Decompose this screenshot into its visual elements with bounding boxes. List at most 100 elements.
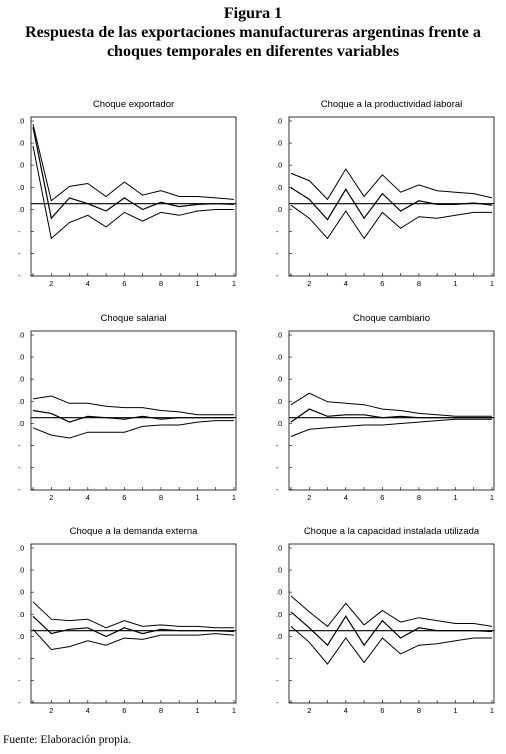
x-tick-label: 2 <box>307 493 311 502</box>
y-tick-label: .0 <box>18 419 24 428</box>
y-tick-label: .0 <box>276 419 282 428</box>
chart-title: Choque a la productividad laboral <box>321 99 463 110</box>
x-tick-label: 6 <box>122 706 126 715</box>
lower-band-line <box>290 418 492 437</box>
y-tick-label: - <box>18 654 21 663</box>
x-tick-label: 4 <box>86 493 90 502</box>
x-tick-label: 4 <box>86 706 90 715</box>
chart-frame <box>288 116 495 277</box>
lower-band-line <box>32 145 234 240</box>
y-tick-label: .0 <box>276 117 282 126</box>
y-tick-label: .0 <box>18 610 24 619</box>
chart-panel-3: Choque salarial .0 .0 .0 .0 .0 - - - 2 4 6 8 1 1 <box>18 313 237 502</box>
figure-label: Figura 1 <box>223 5 283 22</box>
x-tick-label: 4 <box>86 279 90 288</box>
x-tick-label: 2 <box>49 493 53 502</box>
y-tick-label: .0 <box>18 161 24 170</box>
y-tick-label: - <box>18 485 21 494</box>
upper-band-line <box>290 595 493 628</box>
chart-title: Choque salarial <box>100 313 166 324</box>
x-tick-label: 1 <box>195 279 199 288</box>
y-tick-label: - <box>18 676 21 685</box>
y-tick-label: .0 <box>276 632 282 641</box>
y-tick-label: - <box>18 227 21 236</box>
y-tick-label: .0 <box>18 205 24 214</box>
y-tick-label: - <box>276 485 279 494</box>
lower-band-line <box>290 204 492 240</box>
y-tick-label: .0 <box>276 544 282 553</box>
y-tick-label: .0 <box>18 331 24 340</box>
figure-title-line2: choques temporales en diferentes variabl… <box>106 43 400 60</box>
chart-panel-2: Choque a la productividad laboral .0 .0 .0.… <box>276 99 495 288</box>
x-tick-label: 1 <box>453 279 457 288</box>
y-tick-label: .0 <box>276 375 282 384</box>
y-tick-label: .0 <box>276 331 282 340</box>
figure-source: Fuente: Elaboración propia. <box>3 734 132 746</box>
x-tick-label: 4 <box>344 279 348 288</box>
y-tick-label: - <box>18 463 21 472</box>
y-tick-label: .0 <box>276 139 282 148</box>
x-tick-label: 4 <box>344 706 348 715</box>
y-tick-label: - <box>276 441 279 450</box>
y-tick-label: - <box>276 676 279 685</box>
y-tick-label: .0 <box>18 353 24 362</box>
x-tick-label: 6 <box>122 493 126 502</box>
x-tick-label: 1 <box>453 493 457 502</box>
x-tick-label: 1 <box>490 493 494 502</box>
x-tick-label: 6 <box>122 279 126 288</box>
y-tick-label: - <box>276 249 279 258</box>
chart-panel-6: Choque a la capacidad instalada utilizad… <box>276 526 495 715</box>
response-line <box>32 409 234 423</box>
x-tick-label: 1 <box>195 493 199 502</box>
x-tick-label: 1 <box>453 706 457 715</box>
chart-title: Choque exportador <box>93 99 174 110</box>
y-tick-label: - <box>276 227 279 236</box>
figure-header: Figura 1 Respuesta de las exportaciones … <box>0 4 506 61</box>
x-tick-label: 2 <box>307 279 311 288</box>
y-tick-label: .0 <box>18 566 24 575</box>
y-tick-label: - <box>18 271 21 280</box>
x-tick-label: 1 <box>232 706 236 715</box>
response-line <box>32 615 235 638</box>
lower-band-line <box>32 628 235 651</box>
chart-frame <box>288 330 495 491</box>
x-tick-label: 6 <box>380 493 384 502</box>
lower-band-line <box>32 420 234 439</box>
upper-band-line <box>32 395 234 416</box>
x-tick-label: 4 <box>344 493 348 502</box>
x-tick-label: 1 <box>232 493 236 502</box>
chart-title: Choque cambiario <box>353 313 430 324</box>
x-tick-label: 8 <box>159 706 163 715</box>
y-tick-label: - <box>276 698 279 707</box>
y-tick-label: .0 <box>276 353 282 362</box>
y-tick-label: .0 <box>18 183 24 192</box>
y-tick-label: - <box>18 441 21 450</box>
y-tick-label: .0 <box>276 566 282 575</box>
x-tick-label: 2 <box>49 279 53 288</box>
x-tick-label: 6 <box>380 706 384 715</box>
upper-band-line <box>290 392 492 417</box>
y-tick-label: .0 <box>18 588 24 597</box>
y-tick-label: - <box>18 249 21 258</box>
y-tick-label: - <box>276 271 279 280</box>
figure-title-line1: Respuesta de las exportaciones manufactu… <box>25 24 481 41</box>
x-tick-label: 2 <box>307 706 311 715</box>
y-tick-label: .0 <box>276 588 282 597</box>
chart-title: Choque a la demanda externa <box>70 526 199 537</box>
chart-panel-1: Choque exportador .0 .0 .0 .0 .0 - - - 2 4 6 8 1 1 <box>18 99 237 288</box>
y-tick-label: - <box>276 654 279 663</box>
y-tick-label: .0 <box>18 375 24 384</box>
x-tick-label: 8 <box>159 493 163 502</box>
upper-band-line <box>32 601 234 629</box>
y-tick-label: .0 <box>18 544 24 553</box>
y-tick-label: - <box>18 698 21 707</box>
chart-panel-5: Choque a la demanda externa .0 .0 .0 .0 .0 - - -… <box>18 526 237 715</box>
y-tick-label: .0 <box>276 161 282 170</box>
upper-band-line <box>32 124 235 202</box>
y-tick-label: .0 <box>276 183 282 192</box>
x-tick-label: 8 <box>417 706 421 715</box>
y-tick-label: .0 <box>18 632 24 641</box>
y-tick-label: .0 <box>276 397 282 406</box>
chart-frame <box>30 116 237 277</box>
